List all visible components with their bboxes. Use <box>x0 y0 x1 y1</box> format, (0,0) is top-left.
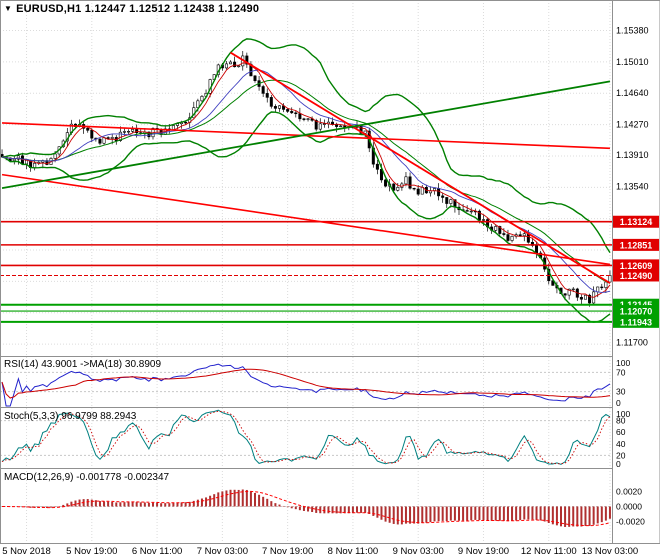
svg-text:20: 20 <box>616 450 626 460</box>
svg-text:30: 30 <box>616 387 626 397</box>
svg-text:60: 60 <box>616 427 626 437</box>
time-label: 9 Nov 19:00 <box>457 546 510 557</box>
svg-text:1.15010: 1.15010 <box>616 57 649 67</box>
time-label: 12 Nov 11:00 <box>520 546 577 557</box>
svg-text:1.14270: 1.14270 <box>616 120 649 130</box>
time-label: 5 Nov 2018 <box>2 546 51 557</box>
svg-text:1.15380: 1.15380 <box>616 26 649 36</box>
time-label: 6 Nov 11:00 <box>131 546 183 557</box>
svg-text:1.12490: 1.12490 <box>620 271 653 281</box>
svg-text:80: 80 <box>616 416 626 426</box>
svg-text:100: 100 <box>616 358 630 368</box>
svg-text:0: 0 <box>616 398 621 408</box>
svg-text:0: 0 <box>616 459 621 469</box>
time-label: 13 Nov 03:00 <box>581 546 639 557</box>
svg-text:1.11943: 1.11943 <box>620 317 652 327</box>
time-axis[interactable]: 5 Nov 2018 5 Nov 19:00 6 Nov 11:00 7 Nov 03… <box>0 544 660 560</box>
time-label: 5 Nov 19:00 <box>66 546 118 557</box>
time-label: 8 Nov 11:00 <box>327 546 379 557</box>
svg-text:-0.0020: -0.0020 <box>616 517 645 527</box>
svg-text:100: 100 <box>616 409 630 419</box>
svg-text:1.14640: 1.14640 <box>616 88 649 98</box>
svg-text:1.13124: 1.13124 <box>620 217 653 227</box>
time-label: 9 Nov 03:00 <box>392 546 444 557</box>
panel-splitter-stoch[interactable] <box>0 405 660 410</box>
svg-text:1.12070: 1.12070 <box>620 307 653 317</box>
svg-text:0.0000: 0.0000 <box>616 502 642 512</box>
svg-text:1.12609: 1.12609 <box>620 261 653 271</box>
panel-splitter-rsi[interactable] <box>0 354 660 359</box>
svg-text:1.11700: 1.11700 <box>616 337 648 347</box>
time-label: 7 Nov 03:00 <box>196 546 248 557</box>
svg-text:1.13540: 1.13540 <box>616 181 649 191</box>
svg-text:1.13910: 1.13910 <box>616 150 649 160</box>
time-label: 7 Nov 19:00 <box>262 546 314 557</box>
svg-text:1.12851: 1.12851 <box>620 240 653 250</box>
svg-text:0.0020: 0.0020 <box>616 486 642 496</box>
svg-text:70: 70 <box>616 367 626 377</box>
panel-splitter-macd[interactable] <box>0 466 660 471</box>
svg-text:40: 40 <box>616 439 626 449</box>
